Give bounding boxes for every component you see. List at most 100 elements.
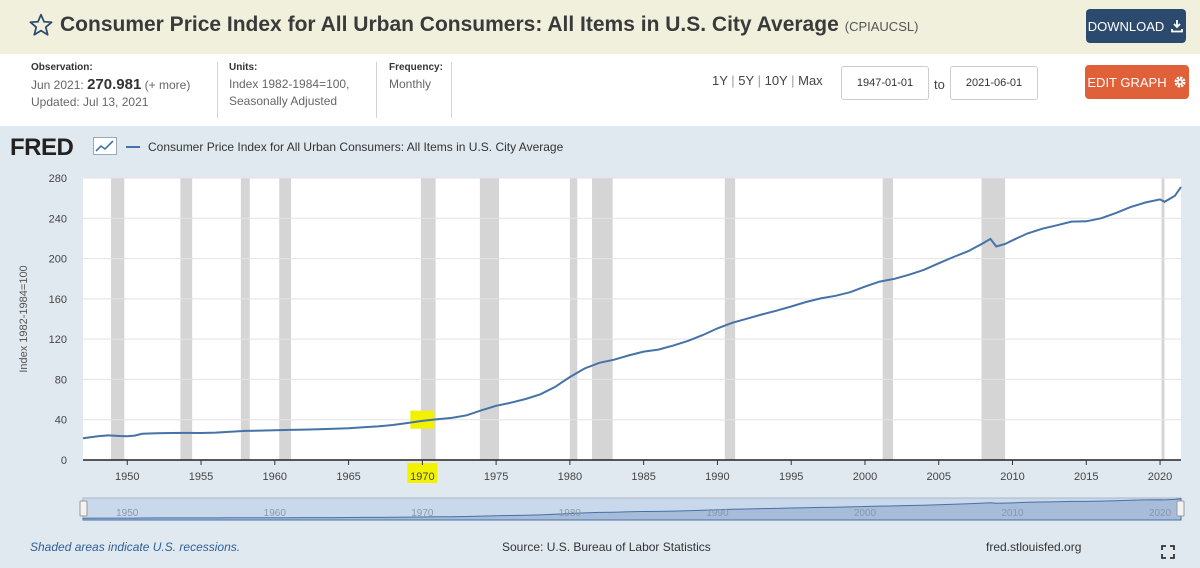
recession-band: [1161, 178, 1165, 460]
download-icon: [1171, 20, 1184, 33]
x-tick-label: 1980: [558, 471, 582, 483]
y-tick-label: 40: [55, 415, 67, 427]
frequency-block: Frequency: Monthly: [389, 62, 443, 93]
x-tick-label: 2010: [1000, 471, 1024, 483]
navigator-tick-label: 1950: [116, 508, 139, 519]
y-gridlines: [83, 177, 1181, 421]
recession-band: [420, 178, 436, 460]
y-tick-label: 80: [55, 374, 67, 386]
navigator-tick-label: 1980: [559, 508, 582, 519]
edit-graph-button[interactable]: EDIT GRAPH: [1085, 65, 1189, 99]
series-id: (CPIAUCSL): [844, 19, 919, 34]
chart-legend: Consumer Price Index for All Urban Consu…: [126, 140, 563, 154]
y-tick-label: 120: [49, 334, 67, 346]
page-title: Consumer Price Index for All Urban Consu…: [60, 13, 918, 37]
range-10y[interactable]: 10Y: [764, 73, 788, 88]
download-button[interactable]: DOWNLOAD: [1086, 9, 1186, 43]
navigator-tick-label: 1990: [706, 508, 729, 519]
x-tick-label: 1955: [189, 471, 213, 483]
range-navigator[interactable]: 1950 1960 1970 1980 1990 2000 2010 2020: [79, 497, 1185, 521]
recession-band: [592, 178, 613, 460]
recession-band: [981, 178, 1006, 460]
x-tick-label: 1970: [410, 471, 434, 483]
x-tick-label: 1975: [484, 471, 508, 483]
to-label: to: [934, 77, 945, 92]
x-tick-label: 1990: [705, 471, 729, 483]
observation-more-link[interactable]: (+ more): [144, 78, 191, 92]
y-tick-label: 240: [49, 213, 67, 225]
units-label: Units:: [229, 62, 258, 73]
recession-band: [882, 178, 893, 460]
recession-band: [479, 178, 500, 460]
updated-date: Updated: Jul 13, 2021: [31, 95, 149, 109]
frequency-value: Monthly: [389, 77, 432, 91]
edit-graph-label: EDIT GRAPH: [1087, 74, 1167, 90]
fullscreen-icon[interactable]: [1161, 545, 1175, 559]
data-source: Source: U.S. Bureau of Labor Statistics: [502, 540, 711, 554]
recession-band: [111, 178, 125, 460]
highlight-mark-line: [410, 410, 435, 429]
fred-logo: FRED: [10, 134, 74, 161]
recession-band: [180, 178, 193, 460]
navigator-series: [82, 498, 1182, 521]
range-5y[interactable]: 5Y: [738, 73, 754, 88]
x-tick-label: 1960: [263, 471, 287, 483]
y-tick-labels: 0 40 80 120 160 200 240 280: [49, 173, 67, 467]
legend-label: Consumer Price Index for All Urban Consu…: [148, 140, 564, 154]
navigator-tick-label: 2010: [1001, 508, 1024, 519]
range-links: 1Y | 5Y | 10Y | Max: [712, 73, 823, 88]
fred-graph-icon: [93, 137, 117, 155]
y-tick-label: 160: [49, 294, 67, 306]
recession-note: Shaded areas indicate U.S. recessions.: [30, 540, 241, 554]
gear-icon: [1174, 76, 1186, 88]
units-line1: Index 1982-1984=100,: [229, 77, 350, 91]
highlight-mark-axis: [407, 463, 438, 483]
navigator-tick-label: 2020: [1149, 508, 1172, 519]
y-tick-label: 280: [49, 173, 67, 185]
navigator-left-handle[interactable]: [79, 500, 88, 517]
observation-label: Observation:: [31, 62, 93, 73]
units-block: Units: Index 1982-1984=100, Seasonally A…: [229, 62, 349, 110]
units-line2: Seasonally Adjusted: [229, 94, 338, 108]
recession-band: [569, 178, 578, 460]
star-icon[interactable]: [28, 12, 54, 38]
navigator-tick-label: 2000: [854, 508, 877, 519]
x-tick-label: 2005: [926, 471, 950, 483]
range-max[interactable]: Max: [798, 73, 823, 88]
observation-block: Observation: Jun 2021: 270.981 (+ more) …: [31, 62, 190, 111]
start-date-input[interactable]: 1947-01-01: [841, 66, 929, 100]
range-1y[interactable]: 1Y: [712, 73, 728, 88]
observation-line: Jun 2021: 270.981 (+ more): [31, 76, 190, 94]
recession-band: [724, 178, 736, 460]
x-tick-label: 1965: [336, 471, 360, 483]
navigator-right-handle[interactable]: [1176, 500, 1185, 517]
x-tick-label: 2015: [1074, 471, 1098, 483]
navigator-tick-label: 1970: [411, 508, 434, 519]
title-bar: [0, 0, 1200, 54]
divider: [376, 62, 377, 118]
x-tick-label: 1985: [631, 471, 655, 483]
site-link[interactable]: fred.stlouisfed.org: [986, 540, 1082, 554]
x-tick-label: 2020: [1148, 471, 1172, 483]
divider: [451, 62, 452, 118]
y-tick-label: 200: [49, 254, 67, 266]
cpi-line-chart: 0 40 80 120 160 200 240 280 1950 1955 1960 1965 197…: [18, 173, 1185, 521]
highlight-marks: [407, 410, 438, 483]
series-title: Consumer Price Index for All Urban Consu…: [60, 13, 839, 36]
cpi-series-line: [82, 186, 1182, 440]
end-date-input[interactable]: 2021-06-01: [950, 66, 1038, 100]
x-tick-labels: 1950 1955 1960 1965 1970 1975 1980 1985 1990 1995…: [115, 460, 1172, 483]
recession-band: [279, 178, 292, 460]
frequency-label: Frequency:: [389, 62, 443, 73]
x-tick-label: 1950: [115, 471, 139, 483]
observation-value: 270.981: [87, 76, 142, 93]
y-tick-label: 0: [61, 455, 67, 467]
recession-band: [240, 178, 250, 460]
observation-date: Jun 2021:: [31, 78, 84, 92]
y-axis-label: Index 1982-1984=100: [18, 265, 30, 372]
navigator-tick-label: 1960: [264, 508, 287, 519]
legend-swatch: [126, 146, 140, 148]
x-tick-label: 1995: [779, 471, 803, 483]
x-tick-label: 2000: [853, 471, 877, 483]
